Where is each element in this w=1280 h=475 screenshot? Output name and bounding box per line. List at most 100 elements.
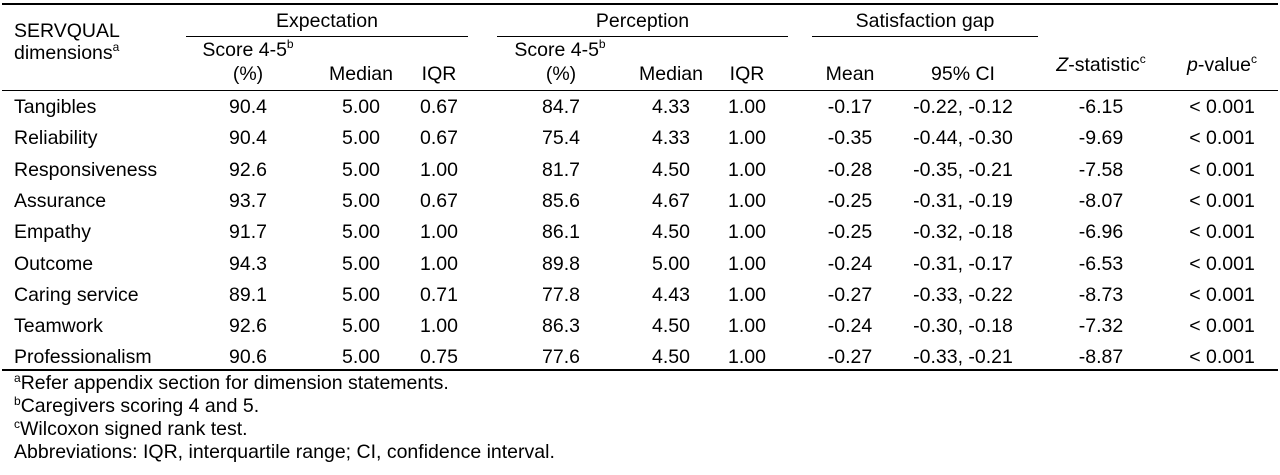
- gap-ci-cell: -0.35, -0.21: [913, 158, 1013, 181]
- bottom-rule: [2, 369, 1278, 371]
- footnote-text: Caregivers scoring 4 and 5.: [20, 395, 260, 417]
- p-value-cell: < 0.001: [1189, 346, 1255, 369]
- per-score-cell: 77.8: [542, 283, 580, 306]
- exp-median-cell: 5.00: [342, 283, 380, 306]
- exp-iqr-cell: 0.67: [420, 96, 458, 118]
- per-iqr-cell: 1.00: [728, 189, 766, 212]
- exp-score-header-line1: Score 4-5b: [202, 37, 294, 61]
- dimension-cell: Teamwork: [14, 315, 103, 338]
- per-median-cell: 4.67: [652, 189, 690, 212]
- exp-median-cell: 5.00: [342, 252, 380, 275]
- per-median-cell: 4.50: [652, 158, 690, 181]
- gap-mean-cell: -0.17: [827, 96, 873, 118]
- gap-ci-cell: -0.30, -0.18: [913, 315, 1013, 338]
- p-value-header: p-valuec: [1187, 52, 1257, 76]
- per-score-cell: 75.4: [542, 127, 580, 150]
- satisfaction-gap-group-header: Satisfaction gap: [855, 10, 995, 32]
- gap-mean-cell: -0.27: [827, 346, 873, 369]
- z-statistic-cell: -6.15: [1078, 96, 1124, 118]
- exp-median-cell: 5.00: [342, 96, 380, 118]
- footnote-text: Refer appendix section for dimension sta…: [20, 372, 449, 394]
- z-statistic-cell: -7.58: [1078, 158, 1124, 181]
- exp-score-cell: 90.4: [229, 127, 267, 150]
- gap-ci-cell: -0.33, -0.21: [913, 346, 1013, 369]
- p-value-cell: < 0.001: [1189, 189, 1255, 212]
- exp-score-cell: 92.6: [229, 315, 267, 338]
- per-score-cell: 86.1: [542, 221, 580, 244]
- per-score-header-line2: (%): [545, 63, 577, 85]
- exp-score-cell: 89.1: [229, 283, 267, 306]
- per-score-cell: 81.7: [542, 158, 580, 181]
- dimension-header-line1: SERVQUAL: [14, 20, 120, 42]
- z-statistic-cell: -6.53: [1078, 252, 1124, 275]
- gap-mean-cell: -0.28: [827, 158, 873, 181]
- exp-iqr-header: IQR: [421, 63, 457, 85]
- p-value-cell: < 0.001: [1189, 127, 1255, 150]
- p-value-cell: < 0.001: [1189, 252, 1255, 275]
- header-rule: [2, 90, 1278, 91]
- per-iqr-cell: 1.00: [728, 221, 766, 244]
- footnote: bCaregivers scoring 4 and 5.: [14, 395, 259, 417]
- exp-median-cell: 5.00: [342, 346, 380, 369]
- per-score-cell: 85.6: [542, 189, 580, 212]
- gap-mean-cell: -0.24: [827, 252, 873, 275]
- dimension-cell: Outcome: [14, 252, 94, 275]
- exp-score-cell: 91.7: [229, 221, 267, 244]
- footnote-marker: a: [14, 371, 21, 385]
- per-score-cell: 89.8: [542, 252, 580, 275]
- perception-group-header: Perception: [595, 10, 690, 32]
- per-iqr-header: IQR: [729, 63, 765, 85]
- dimension-header: SERVQUAL dimensionsa: [14, 20, 120, 64]
- dimension-cell: Caring service: [14, 283, 139, 306]
- exp-median-cell: 5.00: [342, 315, 380, 338]
- expectation-group-header: Expectation: [276, 10, 378, 32]
- per-median-cell: 4.50: [652, 346, 690, 369]
- exp-iqr-cell: 0.67: [420, 127, 458, 150]
- per-score-header-line1: Score 4-5b: [514, 37, 606, 61]
- per-score-cell: 77.6: [542, 346, 580, 369]
- p-value-cell: < 0.001: [1189, 221, 1255, 244]
- perception-underline: [497, 36, 788, 37]
- exp-median-header: Median: [329, 63, 393, 85]
- z-statistic-cell: -7.32: [1078, 315, 1124, 338]
- per-median-cell: 4.43: [652, 283, 690, 306]
- z-statistic-cell: -8.73: [1078, 283, 1124, 306]
- exp-median-cell: 5.00: [342, 158, 380, 181]
- exp-iqr-cell: 1.00: [420, 315, 458, 338]
- per-iqr-cell: 1.00: [728, 127, 766, 150]
- per-score-cell: 84.7: [542, 96, 580, 118]
- footnote: aRefer appendix section for dimension st…: [14, 372, 449, 394]
- gap-mean-cell: -0.27: [827, 283, 873, 306]
- per-iqr-cell: 1.00: [728, 252, 766, 275]
- per-iqr-cell: 1.00: [728, 158, 766, 181]
- exp-iqr-cell: 0.67: [420, 189, 458, 212]
- exp-score-cell: 93.7: [229, 189, 267, 212]
- dimension-cell: Assurance: [14, 189, 107, 212]
- gap-ci-cell: -0.33, -0.22: [913, 283, 1013, 306]
- z-statistic-cell: -9.69: [1078, 127, 1124, 150]
- dimension-cell: Reliability: [14, 127, 98, 150]
- footnote: cWilcoxon signed rank test.: [14, 418, 248, 440]
- per-iqr-cell: 1.00: [728, 96, 766, 118]
- exp-median-cell: 5.00: [342, 127, 380, 150]
- p-value-cell: < 0.001: [1189, 283, 1255, 306]
- footnote-marker: c: [14, 417, 20, 431]
- footnote-marker: b: [14, 394, 21, 408]
- gap-mean-header: Mean: [825, 63, 875, 85]
- p-value-cell: < 0.001: [1189, 315, 1255, 338]
- per-iqr-cell: 1.00: [728, 346, 766, 369]
- exp-score-cell: 92.6: [229, 158, 267, 181]
- exp-iqr-cell: 1.00: [420, 158, 458, 181]
- per-median-cell: 4.50: [652, 221, 690, 244]
- p-value-cell: < 0.001: [1189, 96, 1255, 118]
- per-median-cell: 5.00: [652, 252, 690, 275]
- per-score-cell: 86.3: [542, 315, 580, 338]
- gap-ci-cell: -0.32, -0.18: [913, 221, 1013, 244]
- z-statistic-header: Z-statisticc: [1056, 52, 1146, 76]
- footnote: Abbreviations: IQR, interquartile range;…: [14, 441, 555, 463]
- dimension-cell: Empathy: [14, 221, 91, 244]
- z-statistic-cell: -8.87: [1078, 346, 1124, 369]
- gap-ci-cell: -0.44, -0.30: [913, 127, 1013, 150]
- z-statistic-cell: -6.96: [1078, 221, 1124, 244]
